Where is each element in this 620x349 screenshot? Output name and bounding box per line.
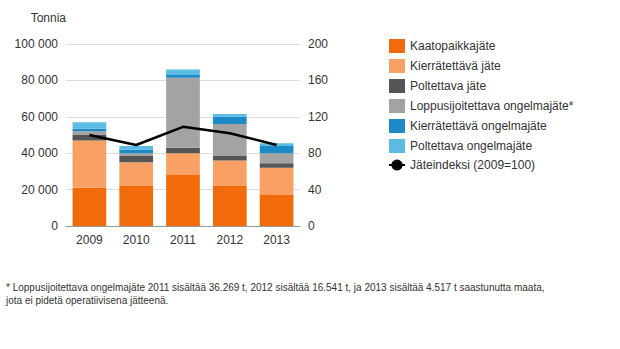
svg-text:20 000: 20 000 <box>21 183 58 197</box>
svg-text:2010: 2010 <box>123 233 150 247</box>
svg-text:Poltettava ongelmajäte: Poltettava ongelmajäte <box>410 139 532 153</box>
svg-text:jota ei pidetä operatiivisena: jota ei pidetä operatiivisena jätteenä. <box>5 295 168 306</box>
svg-text:Kierrätettävä ongelmajäte: Kierrätettävä ongelmajäte <box>410 119 547 133</box>
svg-text:Tonnia: Tonnia <box>31 11 67 25</box>
svg-text:0: 0 <box>308 219 315 233</box>
svg-text:Loppusijoitettava ongelmajäte*: Loppusijoitettava ongelmajäte* <box>410 99 574 113</box>
svg-text:160: 160 <box>308 73 328 87</box>
svg-text:2011: 2011 <box>170 233 196 247</box>
svg-text:40: 40 <box>308 183 322 197</box>
svg-text:Kierrätettävä jäte: Kierrätettävä jäte <box>410 59 501 73</box>
svg-text:40 000: 40 000 <box>21 146 58 160</box>
svg-text:Jäteindeksi (2009=100): Jäteindeksi (2009=100) <box>410 158 535 172</box>
svg-text:2013: 2013 <box>263 233 290 247</box>
svg-text:2012: 2012 <box>216 233 243 247</box>
svg-text:60 000: 60 000 <box>21 110 58 124</box>
svg-text:Kaatopaikkajäte: Kaatopaikkajäte <box>410 39 496 53</box>
svg-text:80 000: 80 000 <box>21 73 58 87</box>
svg-text:80: 80 <box>308 146 322 160</box>
svg-text:100 000: 100 000 <box>15 37 59 51</box>
svg-text:2009: 2009 <box>76 233 103 247</box>
svg-text:0: 0 <box>51 219 58 233</box>
svg-text:Poltettava jäte: Poltettava jäte <box>410 79 486 93</box>
svg-text:* Loppusijoitettava ongelmajät: * Loppusijoitettava ongelmajäte 2011 sis… <box>6 282 547 293</box>
svg-text:200: 200 <box>308 37 328 51</box>
svg-text:120: 120 <box>308 110 328 124</box>
